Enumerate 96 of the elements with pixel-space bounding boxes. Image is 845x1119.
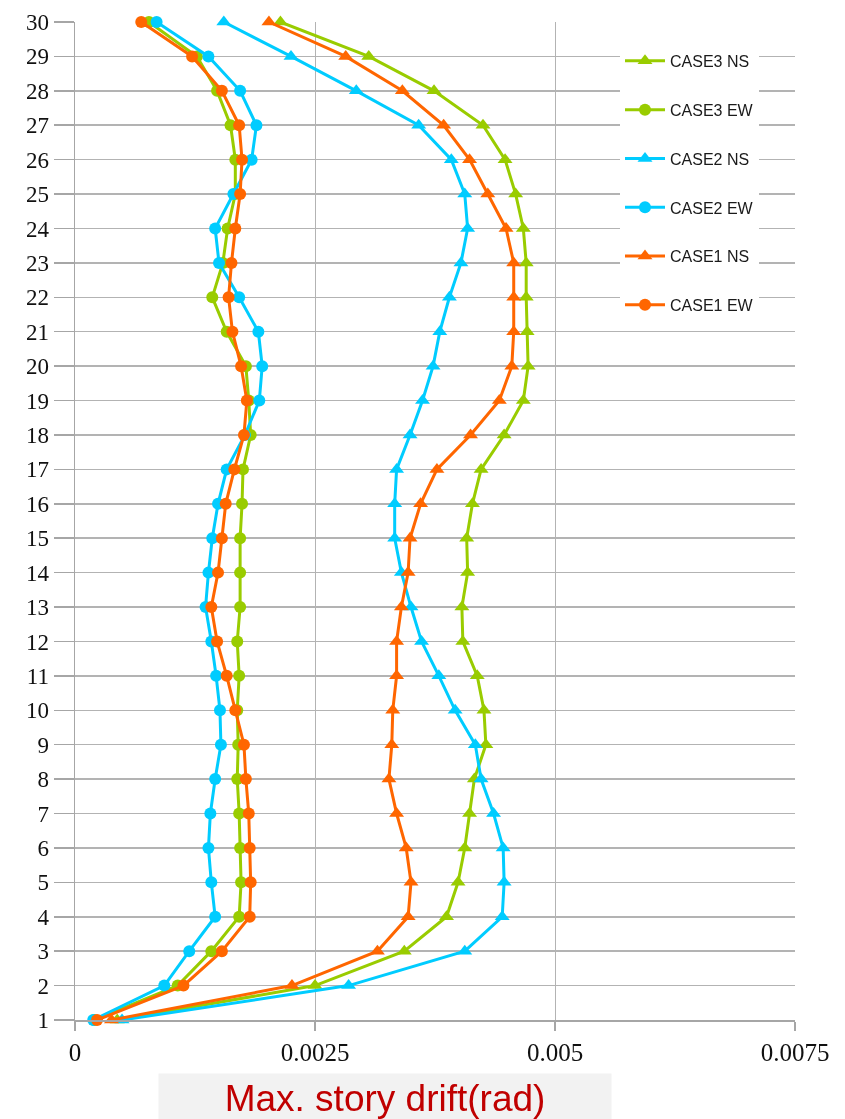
point [243, 910, 256, 923]
y-tick-label: 19 [25, 388, 49, 414]
point [234, 566, 247, 579]
point [236, 153, 249, 166]
y-tick-label: 22 [25, 285, 49, 311]
legend-label: CASE3 NS [670, 53, 750, 71]
point [225, 256, 238, 269]
point [135, 16, 148, 28]
point [177, 979, 190, 992]
point [253, 394, 266, 407]
legend-label: CASE1 NS [670, 248, 750, 266]
y-tick-label: 13 [25, 595, 49, 621]
point [219, 497, 232, 510]
point [252, 325, 265, 338]
x-tick-label: 0 [68, 1038, 82, 1066]
point [211, 635, 224, 648]
point [226, 325, 239, 338]
point [233, 119, 246, 132]
y-tick-label: 30 [25, 10, 49, 36]
point [202, 841, 215, 854]
point [209, 910, 222, 923]
y-tick-label: 8 [37, 767, 49, 793]
point [215, 532, 228, 545]
point [234, 601, 247, 614]
x-tick-label: 0.0025 [280, 1038, 350, 1066]
point [256, 360, 269, 373]
y-tick-label: 2 [37, 973, 49, 999]
point [204, 807, 217, 820]
y-tick-label: 18 [25, 423, 49, 449]
y-tick-label: 10 [25, 698, 49, 724]
point [233, 291, 246, 304]
y-tick-label: 6 [37, 835, 49, 861]
point [183, 945, 196, 958]
point [231, 635, 244, 648]
y-tick-label: 12 [25, 629, 49, 655]
point [213, 256, 225, 269]
legend-label: CASE2 EW [670, 199, 754, 217]
point [234, 188, 247, 201]
point [250, 119, 263, 132]
y-tick-label: 9 [37, 732, 49, 758]
x-tick-label: 0.005 [526, 1038, 584, 1066]
point [150, 16, 163, 28]
point [209, 773, 222, 786]
point [215, 84, 228, 97]
point [202, 50, 215, 63]
point [242, 807, 255, 820]
point [205, 945, 218, 958]
point [244, 876, 257, 889]
y-tick-label: 25 [25, 182, 49, 208]
point [158, 979, 171, 992]
y-tick-label: 3 [37, 939, 49, 965]
point [239, 773, 252, 786]
y-tick-label: 14 [25, 560, 50, 586]
y-tick-label: 24 [25, 216, 50, 242]
point [215, 945, 228, 958]
legend-label: CASE3 EW [670, 101, 754, 119]
y-tick-label: 27 [25, 113, 49, 139]
y-tick-label: 7 [37, 801, 49, 827]
legend-label: CASE2 NS [670, 150, 750, 168]
y-tick-label: 16 [25, 491, 49, 517]
point [206, 291, 219, 304]
point [212, 566, 225, 579]
y-tick-label: 20 [25, 354, 49, 380]
y-tick-label: 29 [25, 44, 49, 70]
point [222, 291, 235, 304]
point [210, 669, 223, 682]
point [234, 532, 247, 545]
y-tick-label: 5 [37, 870, 49, 896]
legend-label: CASE1 EW [670, 297, 754, 315]
y-tick-label: 4 [37, 904, 50, 930]
y-tick-label: 1 [37, 1008, 49, 1034]
x-axis-title: Max. story drift(rad) [224, 1077, 546, 1119]
y-tick-label: 17 [25, 457, 49, 483]
point [243, 841, 256, 854]
point [233, 910, 246, 923]
point [209, 222, 222, 235]
point [237, 738, 250, 751]
point [205, 876, 218, 889]
point [235, 360, 248, 373]
point [228, 463, 241, 476]
point [186, 50, 199, 63]
y-tick-label: 26 [25, 147, 49, 173]
point [233, 669, 246, 682]
y-tick-label: 23 [25, 250, 49, 276]
y-tick-label: 15 [25, 526, 49, 552]
point [229, 222, 242, 235]
point [213, 704, 226, 717]
y-tick-label: 28 [25, 78, 49, 104]
y-tick-label: 21 [25, 319, 49, 345]
point [220, 669, 233, 682]
y-tick-label: 11 [26, 663, 49, 689]
point [205, 601, 218, 614]
x-tick-label: 0.0075 [760, 1038, 830, 1066]
point [214, 738, 227, 751]
point [234, 84, 247, 97]
point [236, 497, 249, 510]
